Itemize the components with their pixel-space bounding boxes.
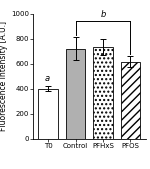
- Bar: [93, 47, 112, 139]
- Text: b: b: [100, 10, 106, 19]
- Y-axis label: Fluorescence Intensity [A.U.]: Fluorescence Intensity [A.U.]: [0, 21, 8, 131]
- Text: a: a: [44, 74, 49, 83]
- Bar: [66, 49, 85, 139]
- Bar: [121, 62, 140, 139]
- Bar: [39, 89, 58, 139]
